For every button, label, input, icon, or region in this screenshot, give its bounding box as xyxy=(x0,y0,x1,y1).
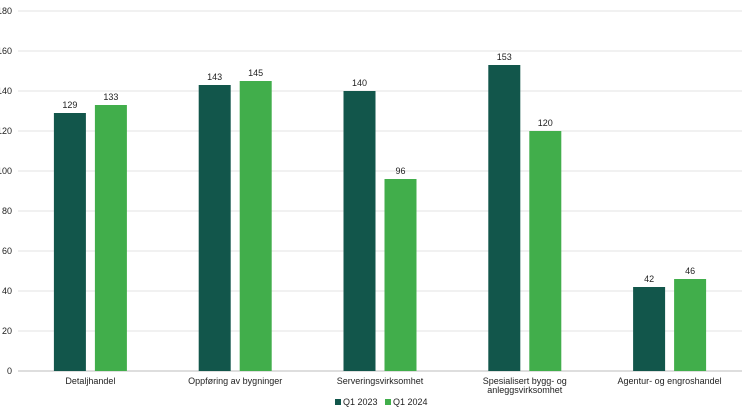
y-tick-label: 100 xyxy=(0,166,12,176)
y-tick-label: 60 xyxy=(2,246,12,256)
bar-q1-2023 xyxy=(488,65,521,371)
x-tick-label: Agentur- og engroshandel xyxy=(618,376,722,386)
y-tick-label: 0 xyxy=(7,366,12,376)
bar-q1-2024 xyxy=(529,131,562,371)
legend-label: Q1 2024 xyxy=(393,397,428,407)
data-label: 143 xyxy=(207,72,222,82)
data-label: 133 xyxy=(103,92,118,102)
legend-swatch xyxy=(335,399,341,405)
gridlines xyxy=(18,10,742,372)
y-tick-label: 180 xyxy=(0,6,12,16)
bar-q1-2024 xyxy=(239,81,272,371)
legend-swatch xyxy=(385,399,391,405)
bar-q1-2023 xyxy=(198,85,231,371)
bar-q1-2023 xyxy=(343,91,376,371)
x-tick-label: Detaljhandel xyxy=(65,376,115,386)
y-axis: 0 20 40 60 80 100 120 140 160 180 xyxy=(0,6,12,376)
y-tick-label: 120 xyxy=(0,126,12,136)
bar-q1-2024 xyxy=(94,105,127,371)
bar-q1-2024 xyxy=(384,179,417,371)
data-label: 46 xyxy=(685,266,695,276)
data-label: 153 xyxy=(497,52,512,62)
y-tick-label: 20 xyxy=(2,326,12,336)
data-label: 42 xyxy=(644,274,654,284)
data-label: 120 xyxy=(538,118,553,128)
bar-q1-2023 xyxy=(633,287,666,371)
bar-q1-2023 xyxy=(53,113,86,371)
x-tick-label: anleggsvirksomhet xyxy=(487,385,563,395)
bar-q1-2024 xyxy=(674,279,707,371)
data-label: 145 xyxy=(248,68,263,78)
data-label: 96 xyxy=(395,166,405,176)
x-tick-label: Oppføring av bygninger xyxy=(188,376,282,386)
legend: Q1 2023 Q1 2024 xyxy=(335,397,428,407)
legend-label: Q1 2023 xyxy=(343,397,378,407)
x-tick-label: Spesialisert bygg- og xyxy=(483,376,567,386)
x-axis: Detaljhandel Oppføring av bygninger Server… xyxy=(65,376,721,395)
x-tick-label: Serveringsvirksomhet xyxy=(337,376,424,386)
data-label: 129 xyxy=(62,100,77,110)
y-tick-label: 80 xyxy=(2,206,12,216)
bars: 129 133 143 145 140 96 153 120 42 46 xyxy=(53,52,707,371)
data-label: 140 xyxy=(352,78,367,88)
y-tick-label: 140 xyxy=(0,86,12,96)
y-tick-label: 40 xyxy=(2,286,12,296)
y-tick-label: 160 xyxy=(0,46,12,56)
